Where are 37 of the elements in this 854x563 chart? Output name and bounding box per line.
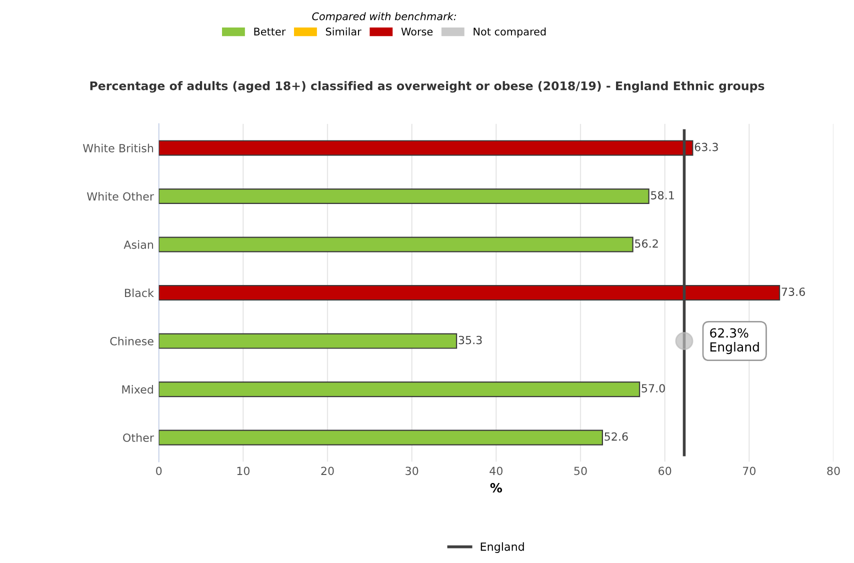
x-tick-label: 20 <box>321 466 334 476</box>
x-tick-label: 10 <box>237 466 250 476</box>
text: 58.1 <box>651 191 674 200</box>
x-tick-label: 50 <box>574 466 587 476</box>
text: 56.2 <box>635 239 658 248</box>
text: 57.0 <box>642 384 665 392</box>
chart-title: Percentage of adults (aged 18+) classified as overweight or obese (2018/19) - England Ethnic groups <box>90 81 764 93</box>
text: 35.3 <box>458 336 482 344</box>
legend-label: Similar <box>326 27 362 36</box>
x-tick-label: 0 <box>156 466 162 476</box>
annotation: 62.3% England <box>710 328 759 354</box>
x-tick-label: 60 <box>658 466 672 476</box>
x-tick-label: 80 <box>827 466 840 476</box>
legend-label: Worse <box>401 28 433 36</box>
y-tick-label: Other <box>123 433 154 442</box>
bar <box>158 381 640 398</box>
text: 52.6 <box>604 432 628 441</box>
y-tick-label: White British <box>82 144 154 152</box>
y-tick-label: Asian <box>124 240 154 249</box>
legend-label: England <box>480 542 524 553</box>
legend-label: Better <box>254 28 286 36</box>
bar <box>158 188 650 204</box>
x-axis-title: % <box>490 483 502 493</box>
x-tick-label: 40 <box>490 466 503 476</box>
x-tick-label: 30 <box>406 466 418 476</box>
y-tick-label: Mixed <box>122 385 153 394</box>
y-tick-label: Black <box>125 288 154 298</box>
y-tick-label: White Other <box>86 192 154 201</box>
bar <box>158 333 458 349</box>
bar <box>158 236 634 252</box>
bar <box>158 430 603 446</box>
x-tick-label: 70 <box>743 466 756 476</box>
text: 63.3 <box>694 142 718 152</box>
text: 73.6 <box>782 288 805 296</box>
legend-title: Compared with benchmark: <box>312 12 456 22</box>
legend-label: Not compared <box>474 27 546 38</box>
y-tick-label: Chinese <box>110 336 154 346</box>
